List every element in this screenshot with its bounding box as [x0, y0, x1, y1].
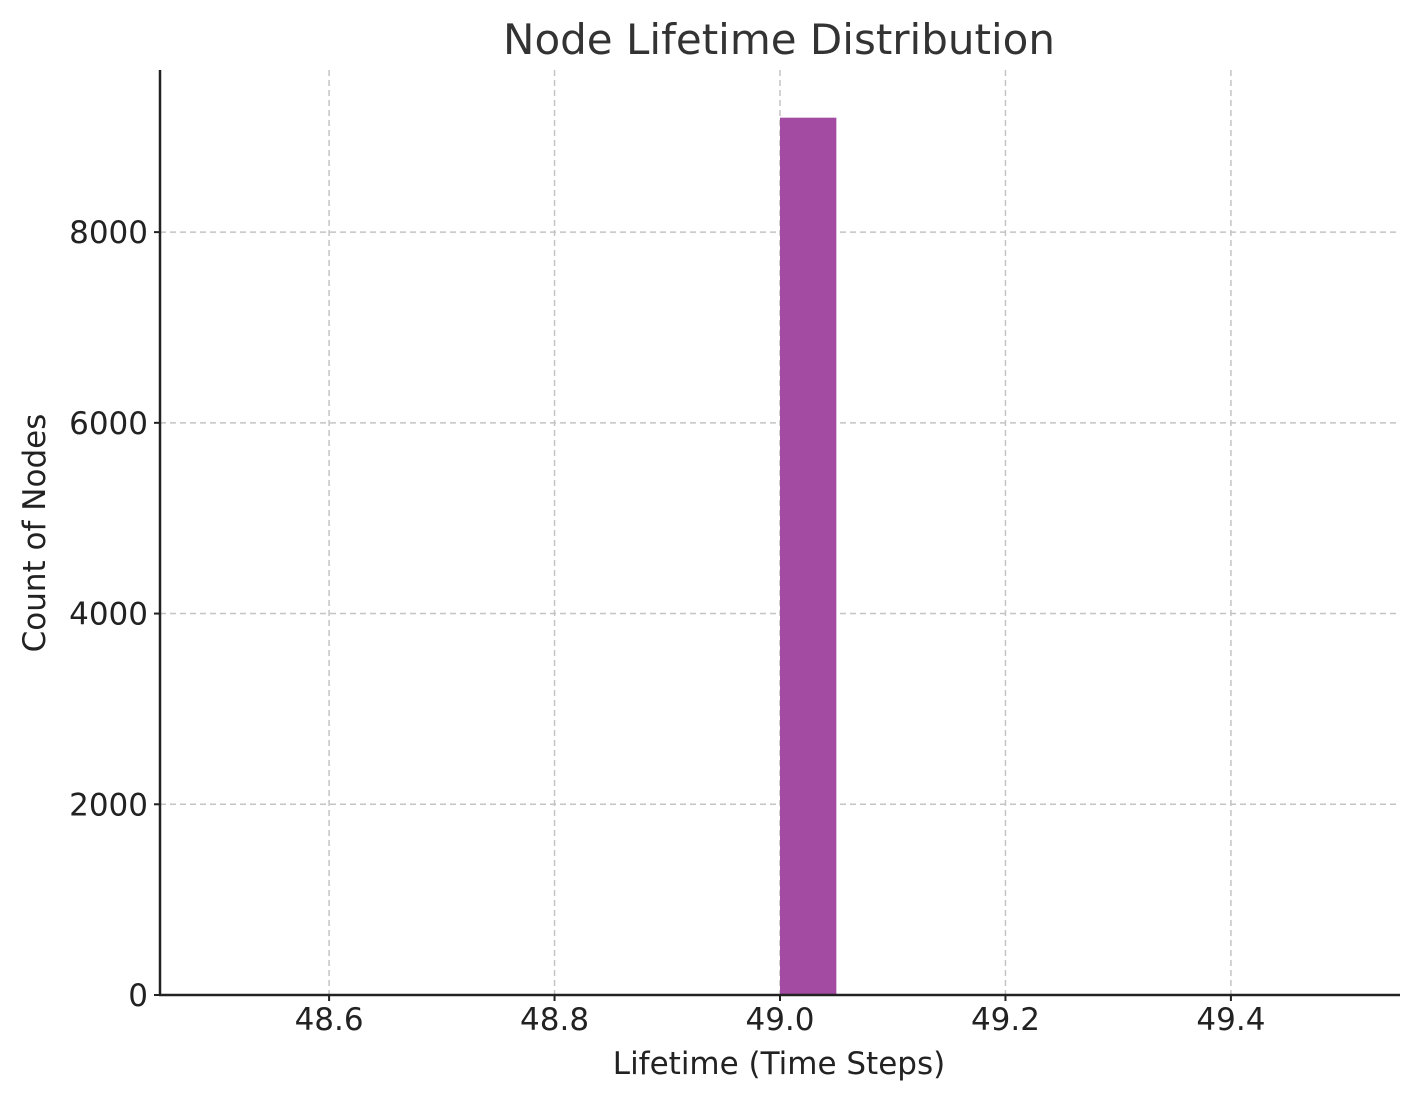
x-ticks: 48.6 48.8 49.0 49.2 49.4 [295, 995, 1265, 1038]
histogram-bar [780, 117, 837, 995]
chart-title: Node Lifetime Distribution [503, 15, 1055, 64]
y-tick-label: 0 [128, 978, 148, 1014]
x-tick-label: 49.4 [1196, 1002, 1265, 1038]
y-tick-label: 4000 [69, 597, 148, 633]
x-tick-label: 48.6 [295, 1002, 364, 1038]
y-axis-label: Count of Nodes [17, 414, 53, 653]
x-tick-label: 49.2 [971, 1002, 1040, 1038]
y-tick-label: 6000 [69, 406, 148, 442]
x-tick-label: 48.8 [520, 1002, 589, 1038]
bars [780, 117, 837, 995]
x-axis-label: Lifetime (Time Steps) [613, 1046, 945, 1082]
y-tick-label: 8000 [69, 215, 148, 251]
x-tick-label: 49.0 [745, 1002, 814, 1038]
y-tick-label: 2000 [69, 787, 148, 823]
y-ticks: 0 2000 4000 6000 8000 [69, 215, 160, 1014]
